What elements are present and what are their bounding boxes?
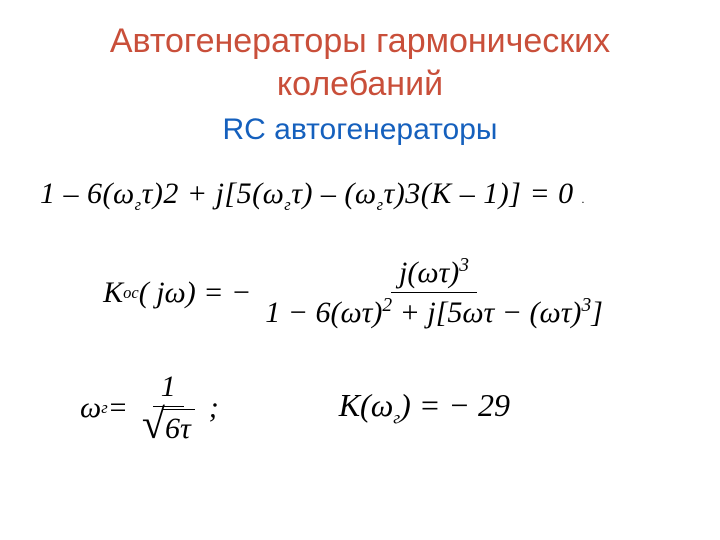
eq3-fraction: 1 √ 6τ [134, 370, 203, 446]
sqrt-icon: √ [142, 409, 165, 446]
eq2-den-sup2: 3 [581, 295, 591, 316]
eq1-part2: τ)2 + j[5(ω [142, 177, 285, 210]
eq2-denominator: 1 − 6(ωτ)2 + j[5ωτ − (ωτ)3] [257, 293, 611, 330]
eq3-sqrt-body: 6τ [163, 409, 195, 446]
eq2-arg: ( jω) = − [139, 276, 252, 310]
eq1-part1: 1 – 6(ω [40, 177, 135, 210]
eq3-K: K(ω [339, 387, 394, 423]
eq1-dot: . [582, 192, 586, 206]
eq2-num-j: j(ωτ) [399, 256, 459, 289]
eq1-part4: τ)3(K – 1)] = 0 [384, 177, 574, 210]
eq2-den-p2: + j[5ωτ − (ωτ) [392, 296, 581, 329]
page-subtitle: RC автогенераторы [40, 113, 680, 147]
equation-1: 1 – 6(ωгτ)2 + j[5(ωгτ) – (ωгτ)3(K – 1)] … [40, 177, 680, 215]
eq2-num-sup: 3 [459, 255, 469, 276]
equation-3-left: ωг = 1 √ 6τ ; [80, 370, 219, 446]
eq1-sub3: г [377, 195, 384, 214]
eq3-semi: ; [209, 391, 219, 425]
eq1-sub1: г [135, 195, 142, 214]
eq2-den-p1: 1 − 6(ωτ) [265, 296, 382, 329]
eq2-Ksub: ос [123, 283, 139, 303]
eq2-fraction: j(ωτ)3 1 − 6(ωτ)2 + j[5ωτ − (ωτ)3] [257, 255, 611, 330]
eq3-omega: ω [80, 391, 101, 425]
eq3-sqrt: √ 6τ [142, 409, 195, 446]
eq3-den: √ 6τ [134, 407, 203, 446]
eq3-eq: = [108, 391, 128, 425]
equation-3-right: K(ωг) = − 29 [339, 387, 510, 428]
eq1-part3: τ) – (ω [291, 177, 376, 210]
eq2-den-p3: ] [591, 296, 603, 329]
eq2-numerator: j(ωτ)3 [391, 255, 477, 293]
eq2-K: K [103, 276, 123, 310]
eq3-rest: ) = − 29 [400, 387, 510, 423]
equation-2: Kос( jω) = − j(ωτ)3 1 − 6(ωτ)2 + j[5ωτ −… [40, 255, 680, 330]
equation-3-row: ωг = 1 √ 6τ ; K(ωг) = − 29 [40, 370, 680, 446]
page-title: Автогенераторы гармонических колебаний [40, 20, 680, 105]
eq2-den-sup1: 2 [382, 295, 392, 316]
